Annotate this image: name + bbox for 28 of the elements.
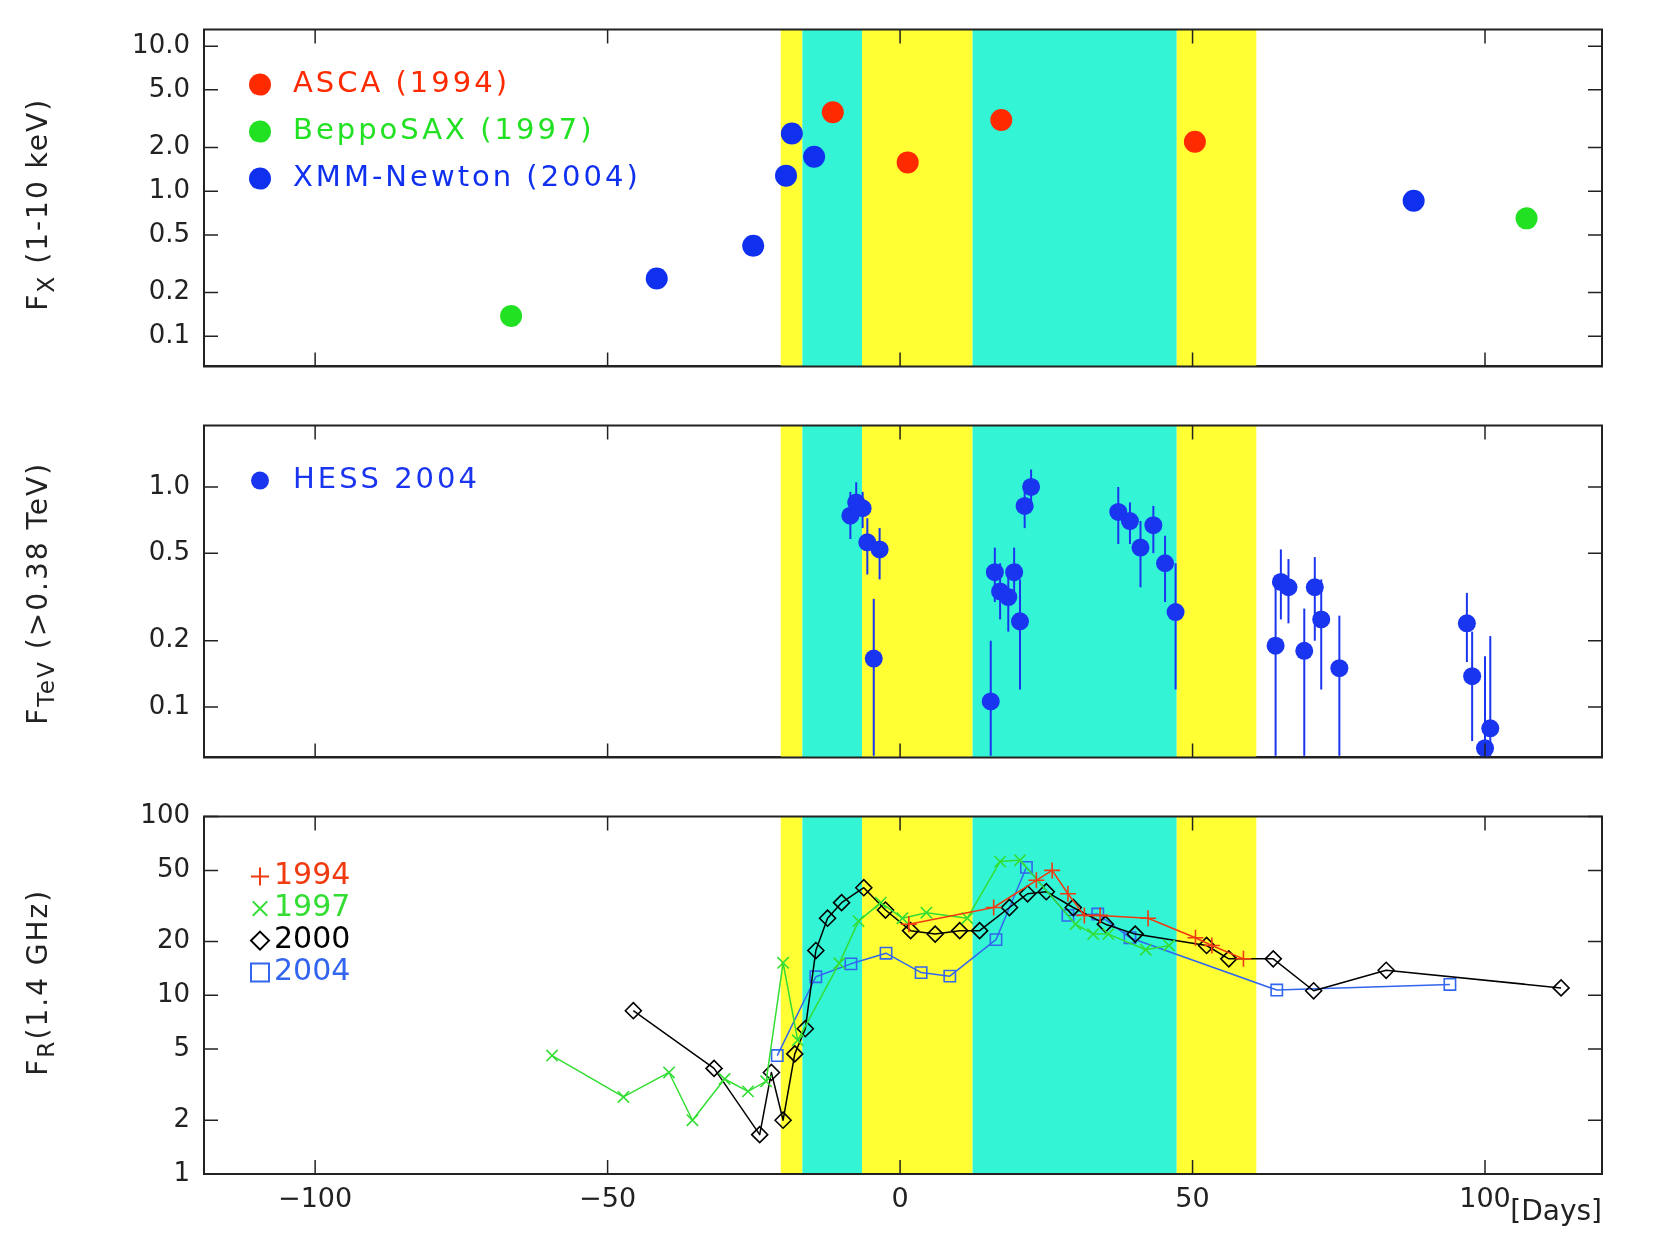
legend-label: BeppoSAX (1997) [293,112,595,147]
y-tick-label: 0.1 [148,319,190,350]
y-tick-label: 10 [156,978,190,1009]
y-tick-label: 100 [140,799,190,830]
y-tick-label: 5.0 [148,72,190,103]
y-tick-label: 1.0 [148,173,190,204]
y-tick-label: 5 [173,1031,190,1062]
y-tick-label: 0.5 [148,217,190,248]
y-tick-label: 20 [156,924,190,955]
x-tick-label: 0 [891,1182,909,1214]
x-tick-label: −50 [579,1182,637,1214]
y-tick-label: 2.0 [148,130,190,161]
y-tick-label: 0.2 [148,623,190,654]
x-tick-label: 50 [1175,1182,1210,1214]
y-tick-label: 0.1 [148,689,190,720]
y-tick-label: 0.2 [148,275,190,306]
y-tick-label: 50 [156,853,190,884]
y-tick-label: 1.0 [148,469,190,500]
x-axis-title: [Days] [1510,1194,1602,1228]
legend-label: ASCA (1994) [293,65,510,100]
legend-label: XMM-Newton (2004) [293,159,641,194]
legend-label: HESS 2004 [293,461,480,496]
y-tick-label: 1 [173,1156,190,1187]
y-tick-label: 0.5 [148,535,190,566]
y-tick-label: 2 [173,1102,190,1133]
y-tick-label: 10.0 [132,28,190,59]
x-tick-label: 100 [1459,1182,1511,1214]
x-tick-label: −100 [278,1182,353,1214]
